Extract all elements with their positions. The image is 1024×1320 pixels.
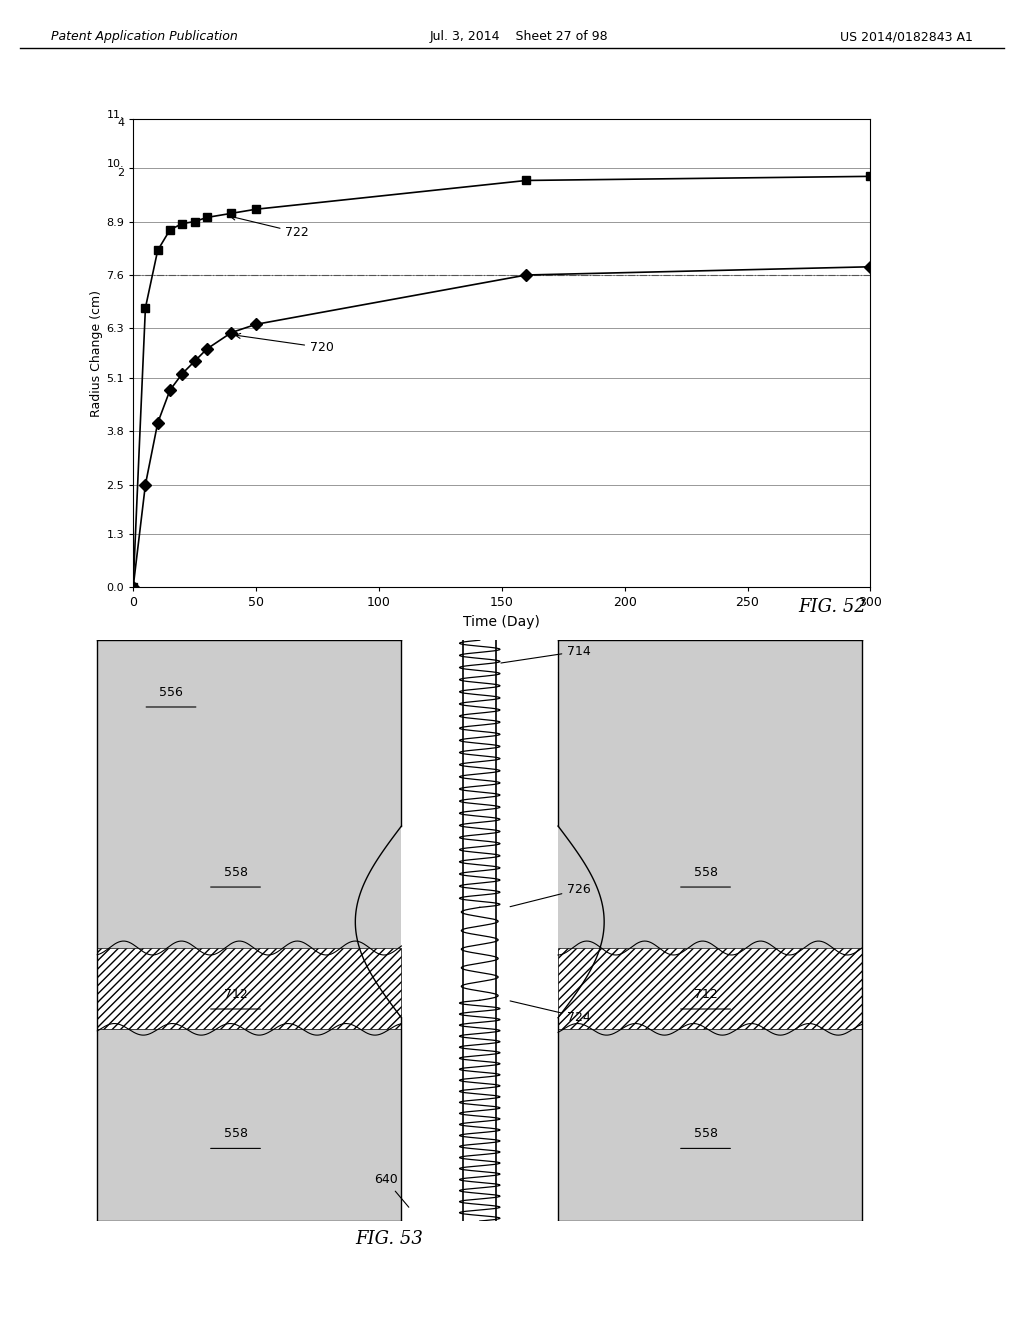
- Text: US 2014/0182843 A1: US 2014/0182843 A1: [840, 30, 973, 44]
- Text: 712: 712: [693, 987, 718, 1001]
- Text: 722: 722: [230, 215, 309, 239]
- Text: 640: 640: [374, 1173, 409, 1208]
- Text: Patent Application Publication: Patent Application Publication: [51, 30, 238, 44]
- Bar: [558, 640, 862, 785]
- Bar: [97, 640, 401, 785]
- Bar: [97, 785, 401, 948]
- Text: 724: 724: [510, 1001, 591, 1023]
- Bar: [558, 785, 862, 948]
- Bar: [97, 1030, 401, 1221]
- Text: 558: 558: [223, 1127, 248, 1140]
- Text: 556: 556: [159, 686, 183, 700]
- Text: FIG. 53: FIG. 53: [355, 1230, 423, 1249]
- Bar: [97, 948, 401, 1030]
- Text: 558: 558: [693, 866, 718, 879]
- Text: 558: 558: [693, 1127, 718, 1140]
- Bar: [558, 948, 862, 1030]
- Text: 714: 714: [501, 644, 591, 663]
- Text: 720: 720: [236, 334, 334, 354]
- Y-axis label: Radius Change (cm): Radius Change (cm): [90, 289, 103, 417]
- Text: FIG. 52: FIG. 52: [799, 598, 866, 616]
- Text: 712: 712: [223, 987, 248, 1001]
- Text: Jul. 3, 2014    Sheet 27 of 98: Jul. 3, 2014 Sheet 27 of 98: [430, 30, 608, 44]
- Bar: [558, 1030, 862, 1221]
- X-axis label: Time (Day): Time (Day): [463, 615, 541, 630]
- Text: 726: 726: [510, 883, 591, 907]
- Text: 558: 558: [223, 866, 248, 879]
